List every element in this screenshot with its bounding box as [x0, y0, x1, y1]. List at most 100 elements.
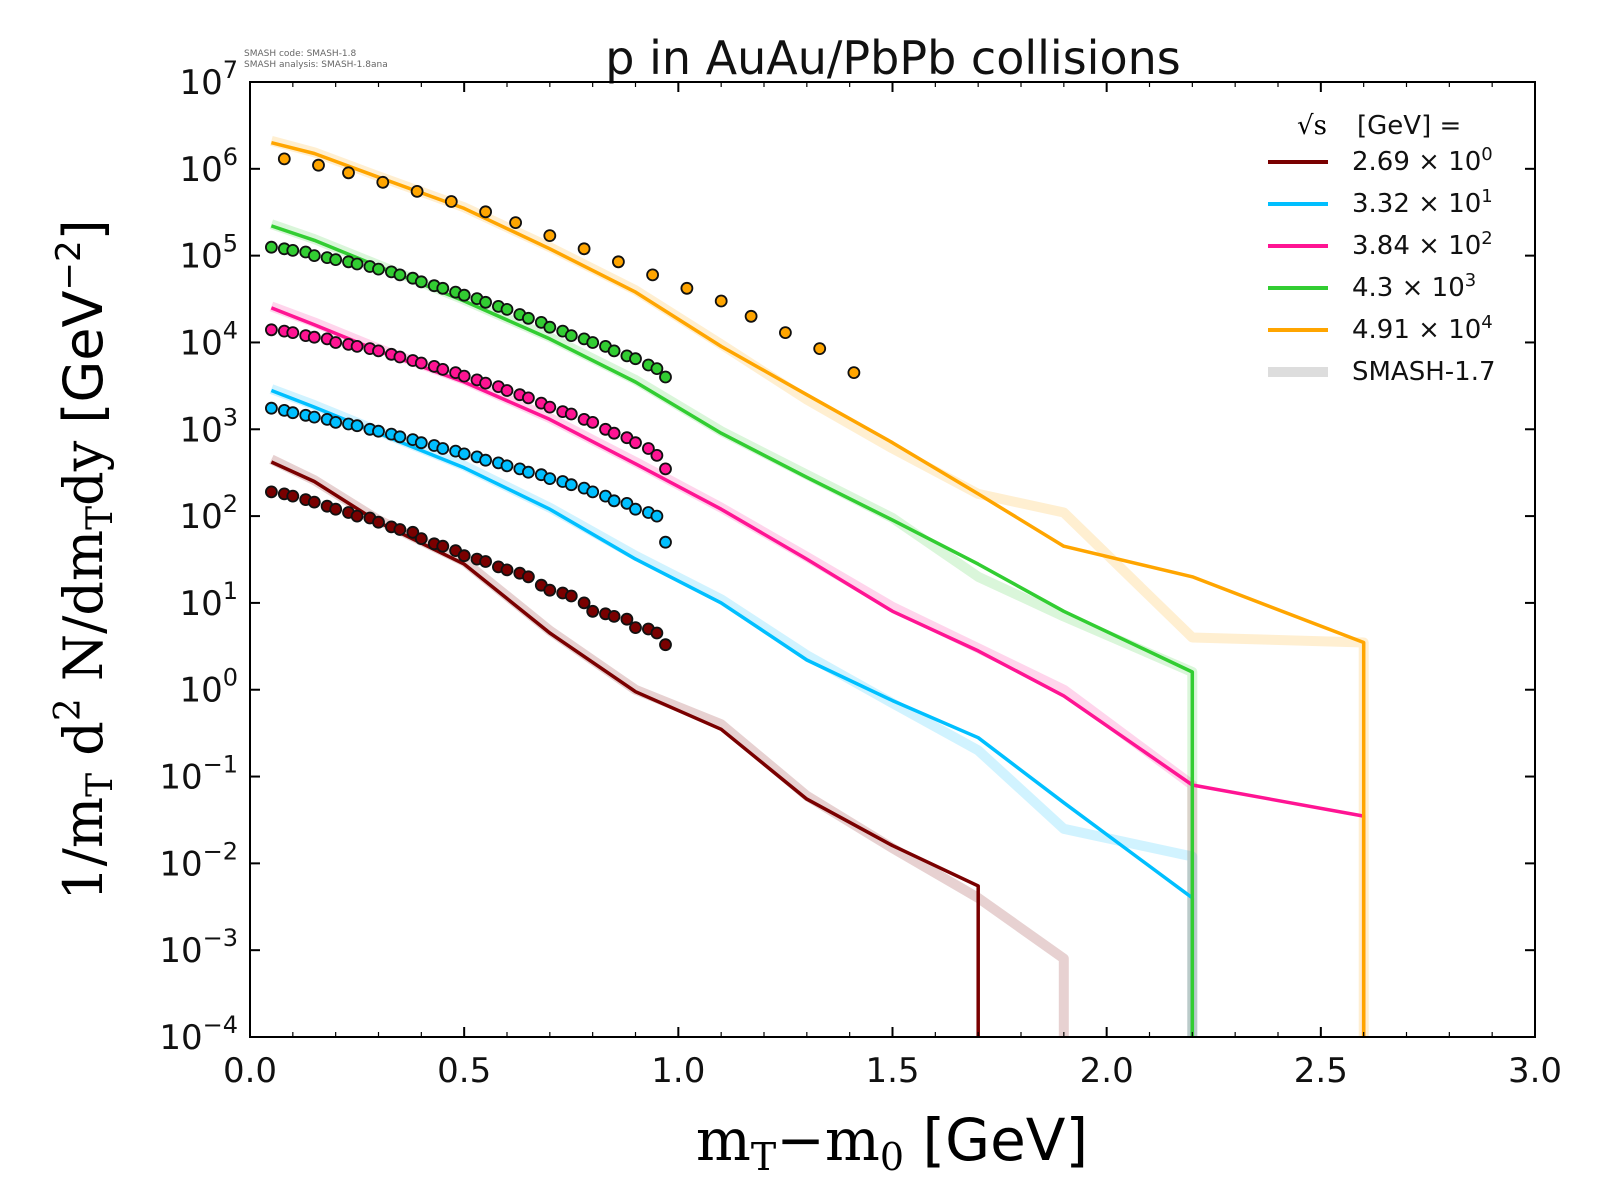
data-point-3-30: [586, 336, 600, 349]
data-point-4-2: [342, 166, 355, 180]
data-point-3-26: [543, 320, 557, 334]
data-point-1-32: [607, 494, 621, 508]
data-point-1-4: [307, 410, 321, 424]
y-label-b: d: [52, 721, 115, 773]
data-point-2-32: [607, 426, 621, 440]
data-point-2-36: [650, 448, 664, 462]
data-point-2-10: [372, 344, 385, 358]
data-point-1-18: [457, 447, 471, 461]
data-point-0-33: [620, 612, 634, 626]
data-point-4-0: [277, 152, 291, 166]
plot-frame: [249, 81, 1536, 1038]
data-point-4-17: [847, 366, 861, 380]
data-point-0-4: [307, 495, 321, 509]
series-line-2: [270, 306, 1366, 1037]
y-label-d: dy: [52, 424, 115, 506]
data-point-1-6: [329, 415, 343, 429]
data-point-2-6: [329, 336, 343, 349]
x-tick-label-6: 3.0: [1508, 1051, 1562, 1091]
data-point-1-14: [414, 436, 428, 450]
legend-label-2: 3.84 × 102: [1352, 228, 1493, 261]
data-point-2-35: [642, 442, 655, 455]
y-axis-label: 1/mT d2 N/dmTdy [GeV−2]: [48, 219, 121, 900]
smash17-lines: [269, 135, 1369, 1037]
data-point-2-0: [264, 323, 278, 337]
data-point-4-5: [444, 195, 458, 208]
data-point-0-26: [543, 583, 557, 597]
data-point-4-1: [312, 158, 325, 172]
data-point-1-2: [286, 406, 300, 420]
data-point-4-10: [612, 255, 625, 269]
data-point-1-24: [522, 465, 535, 479]
data-point-0-13: [406, 525, 420, 539]
legend-label-4: 4.91 × 104: [1352, 312, 1493, 345]
x-tick-label-4: 2.0: [1080, 1051, 1134, 1091]
data-point-3-14: [414, 275, 428, 289]
legend-label-0: 2.69 × 100: [1352, 144, 1493, 177]
data-point-1-33: [620, 496, 634, 510]
data-point-4-6: [479, 205, 493, 219]
y-tick-label-10: 10−3: [159, 924, 238, 971]
data-point-4-12: [680, 281, 694, 295]
data-point-0-28: [564, 589, 578, 603]
data-point-4-13: [714, 294, 728, 308]
data-point-3-16: [436, 281, 450, 295]
data-point-0-22: [500, 563, 514, 577]
x-label-sub2: 0: [880, 1135, 904, 1179]
data-point-2-8: [350, 339, 364, 353]
y-tick-label-2: 105: [179, 230, 238, 277]
smash-code-stamp: SMASH code: SMASH-1.8: [244, 49, 357, 59]
data-point-2-4: [307, 330, 321, 344]
data-point-3-34: [629, 352, 642, 366]
data-point-4-15: [779, 326, 792, 340]
y-tick-label-9: 10−2: [159, 837, 238, 884]
smash17-line-4: [270, 135, 1369, 1037]
data-point-3-10: [372, 262, 385, 276]
y-label-sub-c: T: [80, 506, 121, 530]
data-point-1-36: [650, 509, 664, 523]
data-point-0-36: [650, 626, 664, 640]
data-point-0-8: [350, 509, 364, 523]
data-point-1-34: [629, 502, 642, 516]
data-point-2-22: [500, 384, 514, 397]
x-label-sub1: T: [751, 1135, 776, 1179]
y-tick-label-0: 107: [179, 56, 238, 103]
data-point-1-10: [372, 424, 385, 438]
y-label-a: 1/m: [52, 797, 115, 901]
data-point-0-0: [264, 485, 278, 499]
data-point-0-10: [372, 515, 385, 529]
data-point-2-37: [659, 462, 672, 476]
data-point-2-18: [457, 369, 471, 383]
data-point-2-2: [286, 326, 300, 340]
x-label-minus: −m: [776, 1106, 880, 1174]
data-point-0-6: [329, 502, 343, 516]
data-point-2-16: [436, 362, 450, 376]
data-point-4-11: [646, 268, 659, 282]
x-tick-label-2: 1.0: [651, 1051, 705, 1091]
data-point-0-37: [659, 638, 672, 652]
data-point-0-2: [286, 489, 300, 503]
data-point-0-12: [393, 523, 407, 536]
data-point-1-8: [350, 419, 364, 433]
data-point-3-4: [307, 249, 321, 263]
data-point-1-16: [436, 442, 450, 455]
x-label-unit: [GeV]: [904, 1106, 1088, 1174]
y-tick-label-8: 10−1: [159, 751, 238, 798]
y-tick-label-7: 100: [179, 664, 238, 711]
data-point-2-34: [629, 436, 642, 450]
y-label-sub-a: T: [80, 773, 121, 797]
data-point-3-20: [479, 295, 493, 309]
data-point-0-18: [457, 549, 471, 563]
data-point-3-0: [264, 240, 278, 254]
data-point-3-8: [350, 257, 364, 271]
x-axis-label: mT−m0 [GeV]: [696, 1106, 1088, 1179]
data-point-4-8: [543, 229, 557, 243]
y-tick-label-4: 103: [179, 403, 238, 450]
y-tick-label-5: 102: [179, 490, 238, 537]
data-point-0-29: [577, 596, 591, 610]
data-point-1-0: [264, 401, 278, 415]
data-point-2-30: [586, 415, 600, 429]
data-point-2-26: [543, 400, 557, 414]
data-point-1-22: [500, 459, 514, 473]
